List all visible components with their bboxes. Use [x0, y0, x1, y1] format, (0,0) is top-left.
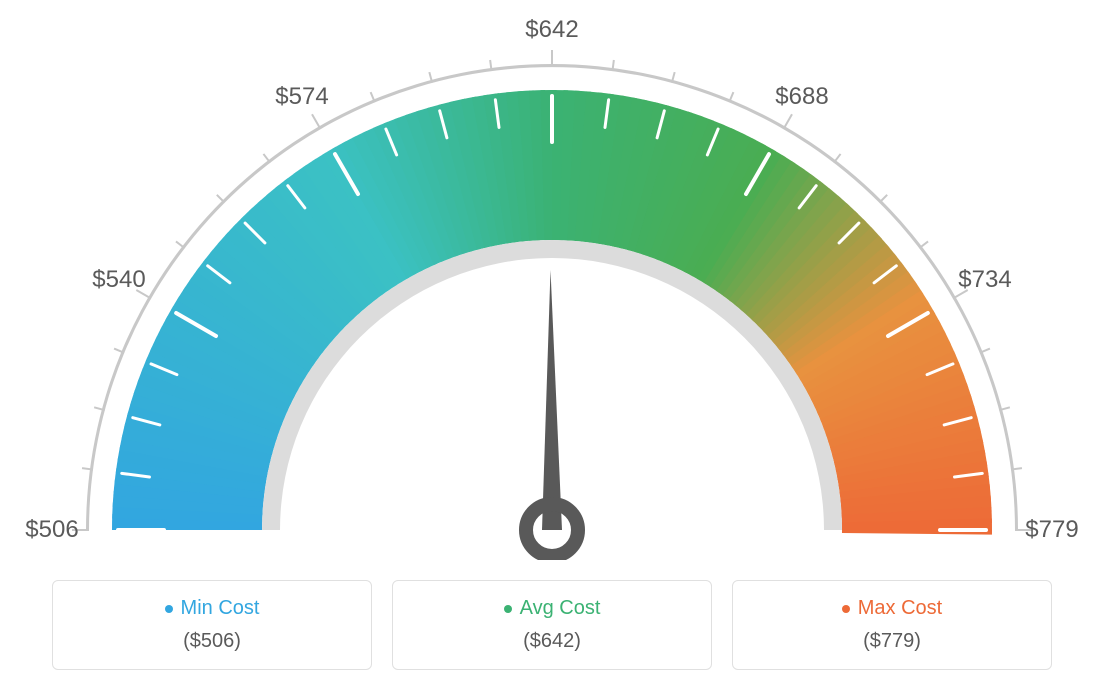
gauge-svg — [0, 0, 1104, 560]
legend-title-max: Max Cost — [842, 597, 942, 620]
legend-title-min: Min Cost — [165, 597, 260, 620]
gauge-tick-label: $779 — [1025, 516, 1078, 544]
legend-dot-max — [842, 605, 850, 613]
legend-value-max: ($779) — [745, 630, 1039, 653]
legend-dot-avg — [504, 605, 512, 613]
legend-card-min: Min Cost ($506) — [52, 580, 372, 670]
legend-value-avg: ($642) — [405, 630, 699, 653]
gauge-chart: $506 $540 $574 $642 $688 $734 $779 — [0, 0, 1104, 560]
legend-title-avg: Avg Cost — [504, 597, 601, 620]
legend-label-min: Min Cost — [181, 597, 260, 620]
gauge-tick-label: $540 — [92, 266, 145, 294]
gauge-tick-label: $506 — [25, 516, 78, 544]
gauge-tick-label: $642 — [525, 16, 578, 44]
legend-card-max: Max Cost ($779) — [732, 580, 1052, 670]
legend-label-max: Max Cost — [858, 597, 942, 620]
gauge-tick-label: $734 — [958, 266, 1011, 294]
gauge-tick-label: $688 — [775, 83, 828, 111]
legend-row: Min Cost ($506) Avg Cost ($642) Max Cost… — [0, 580, 1104, 670]
legend-card-avg: Avg Cost ($642) — [392, 580, 712, 670]
legend-value-min: ($506) — [65, 630, 359, 653]
legend-label-avg: Avg Cost — [520, 597, 601, 620]
gauge-tick-label: $574 — [275, 83, 328, 111]
legend-dot-min — [165, 605, 173, 613]
